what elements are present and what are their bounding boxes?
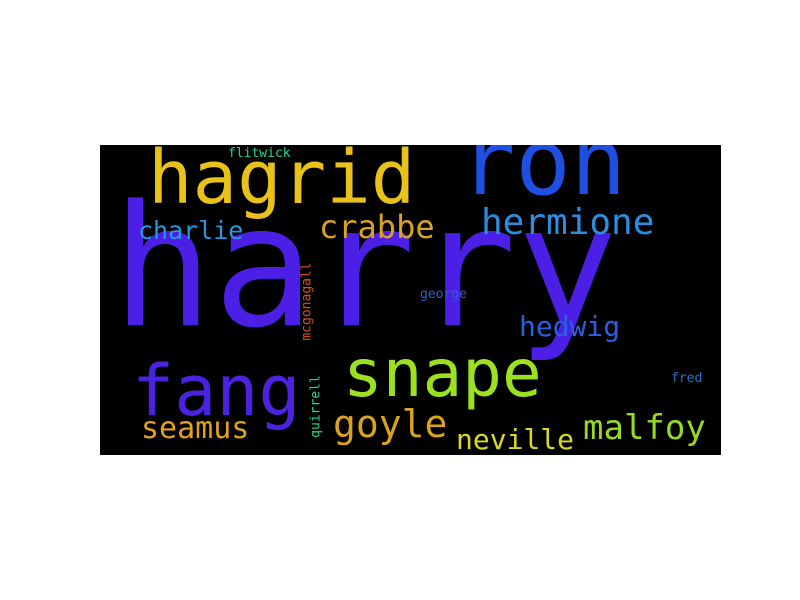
word-hagrid: hagrid (148, 145, 416, 221)
word-fred: fred (671, 371, 703, 386)
word-charlie: charlie (138, 216, 244, 245)
word-cloud: harry ron hagrid hermione crabbe charlie… (100, 145, 721, 455)
word-mcgonagall: mcgonagall (299, 262, 315, 341)
word-hedwig: hedwig (519, 310, 621, 343)
word-ron: ron (460, 145, 627, 216)
word-quirrell: quirrell (308, 375, 324, 438)
word-neville: neville (456, 423, 575, 455)
word-snape: snape (343, 335, 542, 412)
word-seamus: seamus (141, 411, 250, 446)
word-flitwick: flitwick (228, 146, 291, 161)
word-goyle: goyle (333, 402, 448, 446)
word-george: george (420, 287, 467, 302)
word-harry: harry (112, 169, 618, 365)
word-crabbe: crabbe (319, 208, 435, 246)
word-hermione: hermione (481, 202, 655, 243)
word-fang: fang (132, 350, 301, 432)
word-malfoy: malfoy (583, 408, 706, 448)
